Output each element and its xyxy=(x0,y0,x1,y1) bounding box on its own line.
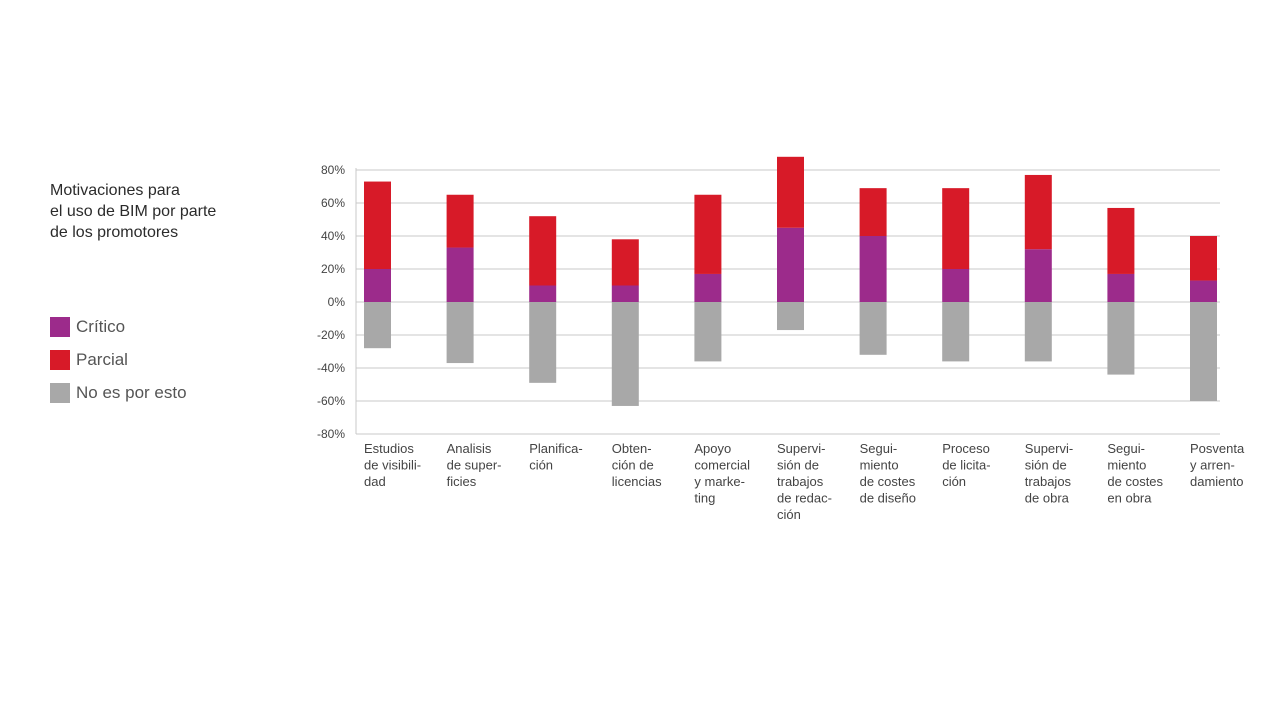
x-category-label: Obten- xyxy=(612,441,652,456)
bar-no-es-por-esto xyxy=(1024,302,1052,362)
legend-swatch-parcial xyxy=(50,349,70,370)
x-category-label: miento xyxy=(1107,458,1146,473)
legend-label-no-es-por-esto: No es por esto xyxy=(76,382,187,402)
title-line-3: de los promotores xyxy=(50,224,179,241)
x-category-label: Proceso xyxy=(942,441,990,456)
bar-critico xyxy=(529,285,557,302)
y-tick-label: -40% xyxy=(317,361,345,375)
bar-parcial xyxy=(1190,236,1217,281)
title-line-2: el uso de BIM por parte xyxy=(50,203,217,220)
legend-label-critico: Crítico xyxy=(76,316,126,336)
x-category-label: de super- xyxy=(447,458,502,473)
x-category-label: Supervi- xyxy=(777,441,825,456)
bar-no-es-por-esto xyxy=(859,302,887,355)
x-category-label: Apoyo xyxy=(694,441,731,456)
x-category-label: y arren- xyxy=(1190,458,1235,473)
y-tick-label: -60% xyxy=(317,394,345,408)
x-category-label: ting xyxy=(694,491,715,506)
x-category-label: de obra xyxy=(1025,491,1070,506)
x-category-label: de diseño xyxy=(860,491,916,506)
bar-critico xyxy=(446,247,474,302)
chart-legend: Crítico Parcial No es por esto xyxy=(50,310,187,409)
bar-no-es-por-esto xyxy=(446,302,474,364)
bar-no-es-por-esto xyxy=(694,302,722,362)
legend-item-critico: Crítico xyxy=(50,310,187,343)
y-tick-label: -80% xyxy=(317,427,345,441)
x-category-label: licencias xyxy=(612,474,662,489)
x-category-label: Segui- xyxy=(860,441,898,456)
x-category-label: sión de xyxy=(1025,458,1067,473)
x-category-label: de costes xyxy=(1107,474,1163,489)
legend-item-parcial: Parcial xyxy=(50,343,187,376)
bar-no-es-por-esto xyxy=(611,302,639,406)
x-category-label: Planifica- xyxy=(529,441,582,456)
legend-swatch-no-es-por-esto xyxy=(50,382,70,403)
bar-critico xyxy=(1107,273,1135,302)
x-category-label: dad xyxy=(364,474,386,489)
bar-no-es-por-esto xyxy=(364,302,391,349)
legend-item-no-es-por-esto: No es por esto xyxy=(50,376,187,409)
bar-no-es-por-esto xyxy=(529,302,557,383)
x-category-label: ficies xyxy=(447,474,477,489)
bar-no-es-por-esto xyxy=(942,302,970,362)
x-category-label: y marke- xyxy=(694,474,745,489)
x-category-label: ción xyxy=(777,507,801,522)
x-category-label: damiento xyxy=(1190,474,1243,489)
bar-no-es-por-esto xyxy=(1190,302,1217,401)
y-tick-label: 80% xyxy=(321,163,345,177)
y-tick-label: 40% xyxy=(321,229,345,243)
x-category-label: comercial xyxy=(694,458,750,473)
x-category-label: trabajos xyxy=(777,474,824,489)
x-category-label: de redac- xyxy=(777,491,832,506)
x-category-label: Analisis xyxy=(447,441,492,456)
y-tick-label: -20% xyxy=(317,328,345,342)
bar-parcial xyxy=(364,181,391,269)
legend-label-parcial: Parcial xyxy=(76,349,128,369)
bar-critico xyxy=(364,269,391,302)
chart-title: Motivaciones para el uso de BIM por part… xyxy=(50,180,280,243)
y-tick-label: 0% xyxy=(328,295,346,309)
bar-no-es-por-esto xyxy=(1107,302,1135,375)
bar-critico xyxy=(1024,249,1052,302)
bar-parcial xyxy=(1107,207,1135,274)
x-category-label: miento xyxy=(860,458,899,473)
bar-parcial xyxy=(446,194,474,248)
x-category-label: trabajos xyxy=(1025,474,1072,489)
y-tick-label: 20% xyxy=(321,262,345,276)
bar-critico xyxy=(942,269,970,302)
x-category-label: ción xyxy=(942,474,966,489)
bar-parcial xyxy=(1024,174,1052,250)
x-category-label: en obra xyxy=(1107,491,1152,506)
x-category-label: Supervi- xyxy=(1025,441,1073,456)
x-category-label: ción xyxy=(529,458,553,473)
bar-critico xyxy=(694,273,722,302)
title-line-1: Motivaciones para xyxy=(50,182,180,199)
x-category-label: ción de xyxy=(612,458,654,473)
bar-parcial xyxy=(611,239,639,286)
x-category-label: Estudios xyxy=(364,441,414,456)
legend-swatch-critico xyxy=(50,316,70,337)
bar-no-es-por-esto xyxy=(777,302,804,331)
x-category-label: de visibili- xyxy=(364,458,421,473)
x-category-label: sión de xyxy=(777,458,819,473)
bar-critico xyxy=(777,227,804,302)
bar-parcial xyxy=(942,188,970,269)
y-tick-label: 60% xyxy=(321,196,345,210)
bar-parcial xyxy=(529,216,557,286)
x-category-label: Posventa xyxy=(1190,441,1245,456)
bar-critico xyxy=(859,236,887,302)
bar-critico xyxy=(1190,280,1217,302)
x-category-label: de licita- xyxy=(942,458,990,473)
x-category-label: Segui- xyxy=(1107,441,1145,456)
bar-critico xyxy=(611,285,639,302)
bar-parcial xyxy=(694,194,722,274)
x-category-label: de costes xyxy=(860,474,916,489)
bar-parcial xyxy=(859,188,887,236)
bar-parcial xyxy=(777,156,804,228)
